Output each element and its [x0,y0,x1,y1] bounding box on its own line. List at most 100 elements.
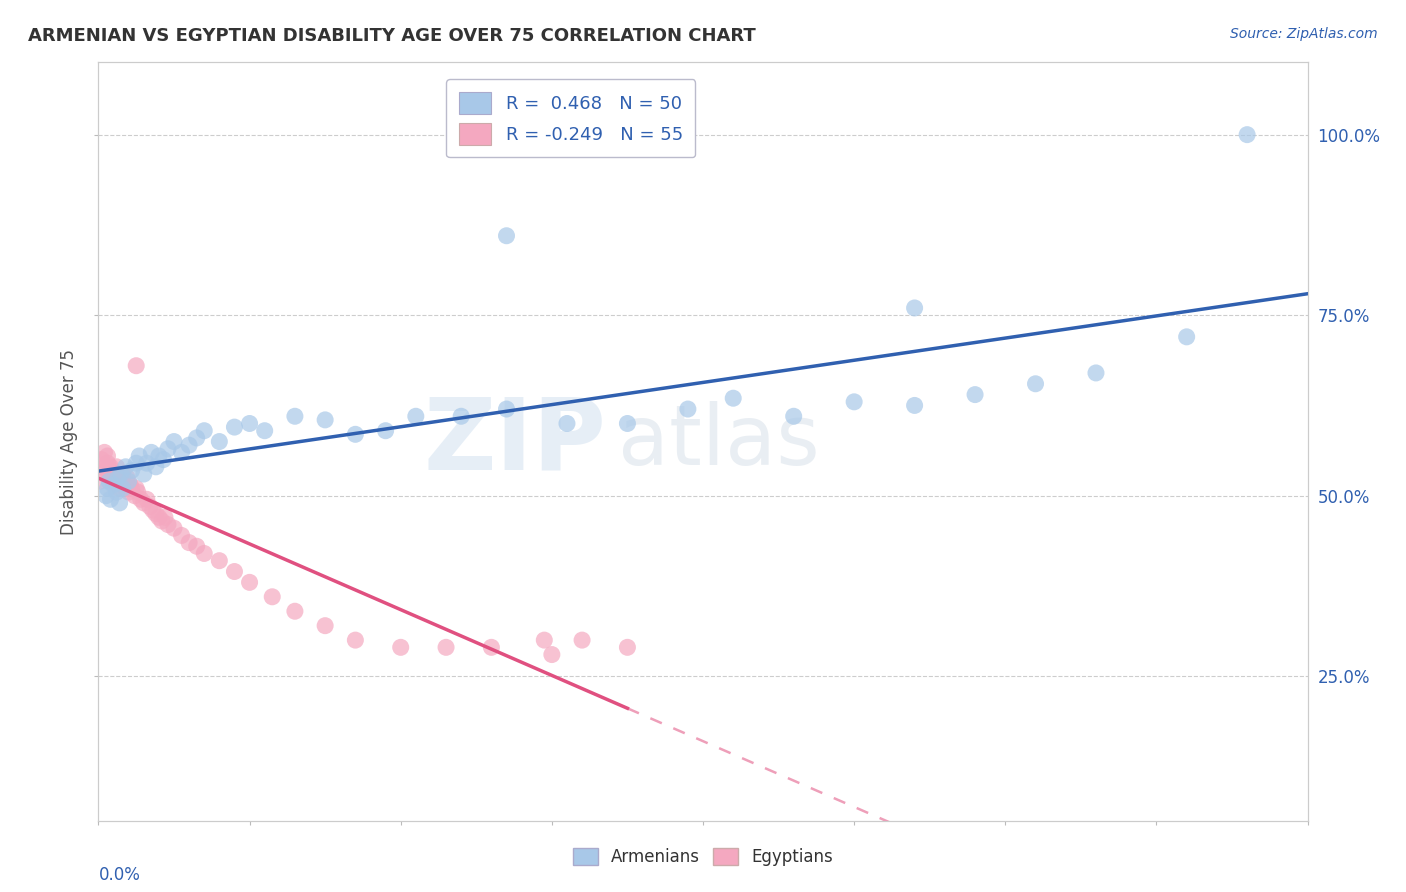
Point [450,409,472,424]
Point [118,475,141,489]
Point [723,391,745,405]
Legend: R =  0.468   N = 50, R = -0.249   N = 55: R = 0.468 N = 50, R = -0.249 N = 55 [446,79,696,157]
Point [124,489,146,503]
Point [125,359,148,373]
Point [844,394,866,409]
Point [152,452,174,467]
Point [103,478,125,492]
Point [179,535,201,549]
Point [179,438,201,452]
Point [156,442,179,456]
Point [314,618,336,632]
Point [98,475,121,489]
Point [1236,128,1258,142]
Point [208,554,231,568]
Point [783,409,806,424]
Point [132,467,155,481]
Point [132,496,155,510]
Point [540,648,562,662]
Point [98,467,121,481]
Point [93,445,115,459]
Point [145,507,167,521]
Point [495,228,517,243]
Point [108,496,131,510]
Point [118,485,141,500]
Point [94,489,117,503]
Point [193,424,215,438]
Point [495,402,517,417]
Text: 0.0%: 0.0% [98,866,141,884]
Point [156,517,179,532]
Point [108,482,131,496]
Point [405,409,427,424]
Point [616,417,638,431]
Point [208,434,231,449]
Y-axis label: Disability Age Over 75: Disability Age Over 75 [60,349,79,534]
Point [186,539,208,553]
Text: Source: ZipAtlas.com: Source: ZipAtlas.com [1230,27,1378,41]
Point [135,456,157,470]
Point [533,633,555,648]
Point [224,565,246,579]
Point [314,413,336,427]
Point [129,492,152,507]
Point [115,470,138,484]
Point [389,640,412,655]
Point [112,478,135,492]
Point [262,590,284,604]
Point [1175,330,1198,344]
Point [111,482,134,496]
Legend: Armenians, Egyptians: Armenians, Egyptians [564,840,842,875]
Point [150,514,173,528]
Point [904,301,927,315]
Point [100,492,122,507]
Point [224,420,246,434]
Point [107,470,129,484]
Point [114,482,136,496]
Point [120,478,142,492]
Point [676,402,699,417]
Point [121,482,143,496]
Point [1085,366,1108,380]
Point [110,467,132,481]
Point [121,463,143,477]
Text: ZIP: ZIP [423,393,606,490]
Point [125,456,148,470]
Point [135,492,157,507]
Text: atlas: atlas [619,401,820,482]
Point [344,427,367,442]
Point [96,482,118,496]
Point [103,475,125,489]
Point [128,449,150,463]
Point [344,633,367,648]
Point [374,424,396,438]
Point [125,482,148,496]
Point [94,463,117,477]
Point [904,399,927,413]
Point [193,546,215,560]
Point [170,445,193,459]
Point [434,640,457,655]
Point [89,475,111,489]
Point [148,449,170,463]
Point [239,575,262,590]
Point [1024,376,1046,391]
Point [163,521,186,535]
Point [965,387,987,401]
Point [239,417,262,431]
Point [141,445,163,459]
Point [571,633,593,648]
Point [127,485,149,500]
Point [139,500,162,514]
Point [104,467,127,481]
Point [186,431,208,445]
Point [96,456,118,470]
Point [107,470,129,484]
Point [101,463,124,477]
Text: ARMENIAN VS EGYPTIAN DISABILITY AGE OVER 75 CORRELATION CHART: ARMENIAN VS EGYPTIAN DISABILITY AGE OVER… [28,27,756,45]
Point [142,503,165,517]
Point [145,459,167,474]
Point [616,640,638,655]
Point [163,434,186,449]
Point [170,528,193,542]
